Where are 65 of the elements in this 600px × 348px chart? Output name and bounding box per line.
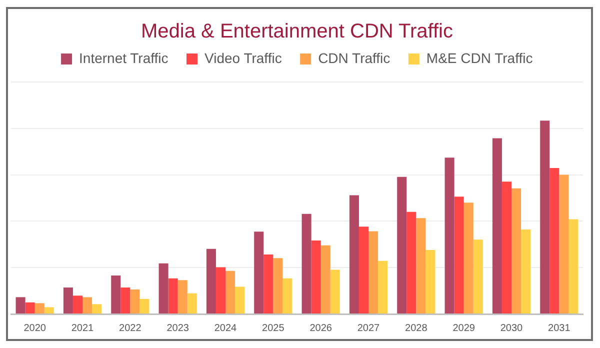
x-tick-label: 2030	[500, 322, 524, 334]
bar	[82, 297, 92, 314]
bar	[140, 298, 150, 314]
bar	[473, 240, 483, 314]
bar	[178, 280, 188, 314]
bar	[63, 288, 73, 314]
bar	[216, 267, 226, 314]
bar	[273, 258, 283, 314]
bar	[397, 176, 407, 314]
x-tick-label: 2029	[452, 322, 476, 334]
bar	[464, 202, 474, 314]
bar	[130, 289, 140, 314]
bar	[426, 250, 436, 314]
bar	[406, 212, 416, 314]
bar	[34, 303, 44, 314]
bar	[264, 254, 274, 314]
bar	[16, 297, 26, 314]
bar	[44, 307, 54, 314]
x-tick-label: 2031	[548, 322, 571, 334]
x-tick-label: 2026	[310, 322, 332, 334]
x-tick-label: 2025	[262, 322, 285, 334]
x-tick-label: 2023	[166, 322, 190, 334]
bar	[168, 278, 178, 314]
bar	[302, 214, 312, 314]
x-tick-label: 2028	[405, 322, 428, 334]
bar	[502, 182, 512, 314]
bar	[540, 120, 550, 314]
bar	[521, 230, 531, 314]
bar	[492, 138, 502, 314]
bar	[378, 260, 388, 314]
bar	[120, 288, 130, 314]
bar	[158, 263, 168, 314]
legend-label: Video Traffic	[204, 50, 282, 66]
x-tick-label: 2024	[214, 322, 238, 334]
bar	[454, 196, 464, 314]
bar	[416, 218, 426, 314]
bar	[235, 286, 245, 314]
bar	[512, 188, 522, 314]
bar	[206, 248, 216, 314]
bar	[368, 231, 378, 314]
legend-label: M&E CDN Traffic	[426, 50, 533, 66]
bar	[92, 304, 102, 314]
chart-title: Media & Entertainment CDN Traffic	[141, 20, 453, 43]
bar	[444, 158, 454, 314]
bar	[111, 276, 121, 314]
x-tick-label: 2021	[71, 322, 94, 334]
bar	[349, 195, 359, 314]
bar	[72, 296, 82, 314]
legend-label: Internet Traffic	[79, 50, 168, 66]
bar	[282, 278, 292, 314]
bar	[320, 245, 330, 314]
bar	[311, 240, 321, 314]
bar	[559, 174, 569, 314]
bar	[254, 232, 264, 314]
legend-label: CDN Traffic	[318, 50, 390, 66]
bar	[550, 168, 560, 314]
x-tick-label: 2020	[24, 322, 46, 334]
bar	[226, 270, 236, 314]
bar	[25, 302, 35, 314]
bar	[330, 270, 340, 314]
bar	[187, 293, 197, 314]
bar	[568, 219, 578, 314]
x-tick-label: 2027	[357, 322, 380, 334]
x-tick-label: 2022	[119, 322, 142, 334]
bar	[358, 226, 368, 314]
